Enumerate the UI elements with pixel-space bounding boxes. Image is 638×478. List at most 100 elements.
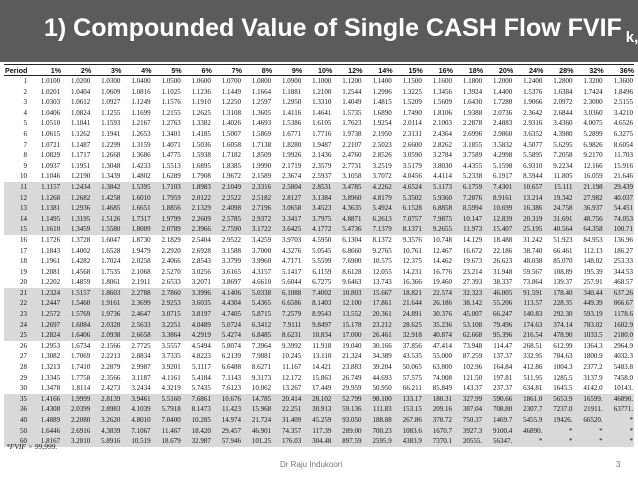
fvif-cell: 4.8871 — [332, 213, 363, 225]
fvif-cell: 1.5769 — [61, 309, 92, 320]
fvif-cell: 14.129 — [462, 235, 483, 244]
fvif-cell: 2.8834 — [131, 352, 151, 361]
fvif-cell: 8.6271 — [251, 363, 272, 372]
fvif-cell: 85.070 — [553, 257, 573, 266]
fvif-cell: 87.259 — [462, 352, 483, 361]
fvif-cell: 1.5157 — [61, 287, 92, 299]
fvif-cell: 2.7860 — [151, 287, 182, 299]
fvif-cell: 1.5869 — [251, 129, 272, 138]
fvif-cell: 7.1143 — [221, 373, 241, 382]
fvif-cell: 4.2262 — [362, 181, 393, 193]
fvif-cell: 2.2080 — [61, 415, 92, 426]
fvif-cell: 2.9987 — [131, 363, 151, 372]
fvif-cell: 74.053 — [603, 213, 634, 225]
fvif-cell: 1.4889 — [31, 415, 62, 426]
fvif-cell: 1.1157 — [31, 181, 62, 193]
fvif-cell: 1.3082 — [40, 352, 61, 361]
header-period: Period — [4, 64, 31, 76]
fvif-cell: 1.0100 — [40, 77, 61, 85]
fvif-cell: 1.9254 — [372, 119, 392, 128]
fvif-cell: 783.02 — [573, 319, 604, 331]
fvif-cell: 1.7138 — [251, 140, 272, 149]
period-cell: 7 — [23, 140, 28, 149]
period-cell: 6 — [23, 129, 28, 138]
fvif-cell: 9.2234 — [553, 161, 573, 170]
fvif-cell: 7.2058 — [553, 151, 573, 160]
fvif-cell: 1.1025 — [161, 87, 181, 96]
fvif-cell: 1.1600 — [432, 77, 452, 85]
fvif-cell: 2.5633 — [121, 319, 152, 331]
fvif-cell: 7.0757 — [392, 213, 423, 225]
fvif-cell: 46890. — [603, 393, 634, 405]
fvif-cell: 1.1381 — [31, 203, 62, 214]
fvif-cell: 10.285 — [181, 415, 212, 426]
fvif-cell: 374.14 — [543, 319, 574, 331]
fvif-cell: 1.0201 — [40, 87, 61, 96]
header-rate: 2% — [61, 64, 92, 76]
fvif-cell: 2.6916 — [61, 425, 92, 437]
header-rate: 7% — [211, 64, 242, 76]
fvif-cell: 1.1941 — [101, 129, 121, 138]
fvif-cell: 1.6058 — [221, 140, 241, 149]
fvif-cell: 1.7959 — [151, 192, 182, 204]
fvif-cell: 2.6996 — [462, 129, 483, 138]
fvif-cell: 1.3200 — [583, 77, 603, 85]
fvif-cell: 1602.9 — [603, 319, 634, 331]
fvif-cell: 9.3173 — [251, 373, 272, 382]
fvif-cell: 7.6861 — [181, 393, 212, 405]
fvif-cell: 1.7758 — [71, 373, 91, 382]
fvif-cell: 1.1726 — [40, 235, 61, 244]
fvif-cell: 6.3412 — [241, 319, 273, 331]
fvif-cell: 634.81 — [523, 384, 543, 393]
fvif-cell: 1645.5 — [553, 384, 573, 393]
table-row: 40 1.4889 2.2080 3.2620 4.8010 7.0400 10.285 14… — [4, 415, 634, 426]
fvif-cell: 20.414 — [272, 393, 303, 405]
fvif-cell: 2.0114 — [402, 119, 422, 128]
fvif-cell: 1.8009 — [121, 224, 152, 235]
fvif-cell: 700.23 — [362, 425, 393, 437]
fvif-cell: 3.6165 — [221, 267, 241, 276]
fvif-cell: 1.0615 — [40, 129, 61, 138]
fvif-cell: 1.6406 — [61, 330, 92, 341]
fvif-cell: 1.4775 — [161, 151, 181, 160]
fvif-cell: 1.7280 — [493, 98, 513, 107]
fvif-cell: 51.923 — [553, 235, 573, 244]
fvif-cell: 2.0399 — [61, 404, 92, 415]
fvif-cell: 4.3839 — [91, 425, 122, 437]
fvif-cell: 8.6128 — [342, 267, 362, 276]
fvif-cell: 7.4002 — [302, 287, 333, 299]
fvif-cell: 1.4258 — [91, 192, 122, 204]
fvif-cell: 30.913 — [302, 404, 333, 415]
fvif-cell: 11.167 — [282, 363, 302, 372]
fvif-cell: 1.7182 — [221, 151, 241, 160]
fvif-cell: 1.4859 — [71, 278, 91, 287]
fvif-cell: 6.9826 — [583, 140, 603, 149]
period-cell: 30 — [20, 384, 27, 393]
fvif-cell: 2.7725 — [131, 341, 151, 350]
period-cell: 17 — [20, 246, 27, 255]
table-row: 25 1.2824 1.6406 2.0938 2.6658 3.3864 4.2919 5.… — [4, 330, 634, 341]
fvif-cell: 1.4308 — [31, 404, 62, 415]
fvif-cell: 1.4641 — [312, 108, 332, 117]
fvif-cell: 4.0489 — [181, 319, 212, 331]
fvif-cell: 2.5182 — [241, 192, 273, 204]
fvif-cell: 8.5994 — [452, 203, 484, 214]
fvif-cell: 20.319 — [513, 213, 544, 225]
fvif-cell: 5.4736 — [332, 224, 363, 235]
table-row: 8 1.0829 1.1717 1.2668 1.3686 1.4775 1.5938 1.7… — [4, 150, 634, 161]
fvif-cell: 121.50 — [462, 373, 483, 382]
fvif-cell: 1.5609 — [432, 98, 452, 107]
fvif-cell: 1.3728 — [71, 235, 91, 244]
fvif-cell: 10143. — [613, 384, 633, 393]
fvif-cell: 1.5460 — [61, 298, 92, 310]
fvif-cell: 29.457 — [211, 425, 242, 437]
fvif-cell: 1.3478 — [40, 384, 61, 393]
fvif-cell: 3927.3 — [452, 425, 484, 437]
fvif-cell: * — [603, 425, 634, 437]
fvif-cell: 1.7535 — [101, 267, 121, 276]
fvif-cell: 6.1528 — [392, 203, 423, 214]
fvif-cell: 1.9990 — [251, 161, 272, 170]
fvif-cell: 19.342 — [543, 192, 574, 204]
fvif-cell: 2377.2 — [583, 363, 603, 372]
fvif-cell: 15.667 — [362, 287, 393, 299]
